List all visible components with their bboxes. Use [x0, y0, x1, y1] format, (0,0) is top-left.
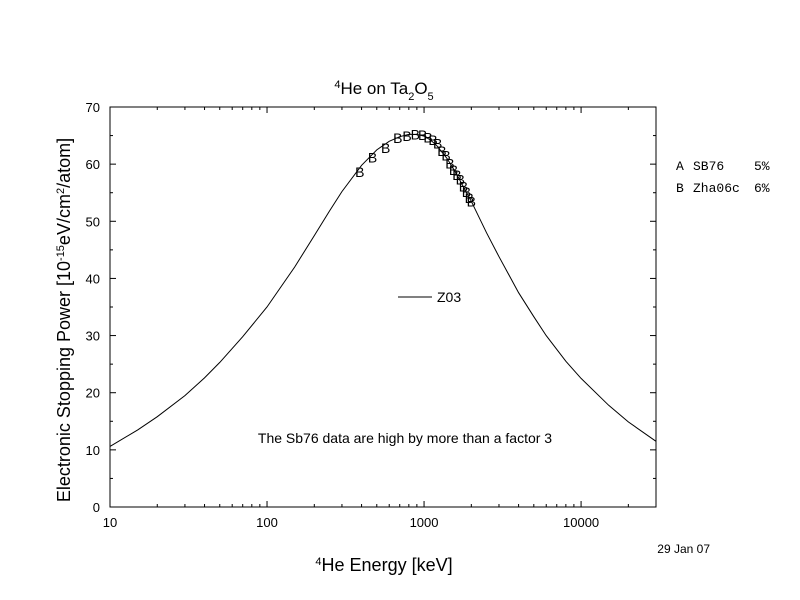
data-point-zha06c: B	[418, 127, 427, 143]
data-point-zha06c: B	[441, 148, 450, 164]
data-point-zha06c: B	[423, 129, 432, 145]
x-axis-title-main: He Energy [keV]	[322, 555, 453, 575]
chart-title: 4He on Ta2O5	[334, 79, 433, 103]
data-point-zha06c: B	[433, 136, 442, 152]
inline-legend-label: Z03	[437, 289, 461, 305]
x-tick-label: 10	[103, 515, 117, 530]
chart-title-main2: O	[414, 79, 427, 98]
x-tick-label: 10000	[563, 515, 599, 530]
side-legend-b-name: Zha06c	[693, 181, 740, 196]
series-line-z03	[109, 133, 657, 447]
y-tick-label: 50	[86, 214, 100, 229]
data-point-zha06c: B	[462, 184, 471, 200]
y-tick-label: 10	[86, 443, 100, 458]
chart-title-sub2: 5	[428, 91, 434, 103]
side-legend-entry-a: A SB76 5%	[676, 159, 770, 174]
chart-title-sub1: 2	[408, 91, 414, 103]
y-axis-title-part2: eV/cm	[54, 194, 74, 245]
data-point-zha06c: B	[428, 132, 437, 148]
data-point-zha06c: B	[393, 130, 402, 146]
x-axis-title-sup: 4	[315, 556, 321, 568]
data-point-zha06c: B	[449, 162, 458, 178]
side-legend-b-unc: 6%	[754, 181, 770, 196]
side-legend-a-name: SB76	[693, 159, 724, 174]
x-tick-label: 1000	[410, 515, 439, 530]
data-point-zha06c: B	[456, 172, 465, 188]
plot-frame	[109, 106, 657, 508]
side-legend-b-marker: B	[676, 181, 684, 196]
y-axis-title-sup1: -15	[55, 245, 67, 261]
data-point-zha06c: B	[465, 190, 474, 206]
date-stamp: 29 Jan 07	[657, 542, 710, 556]
data-point-zha06c: B	[355, 164, 364, 180]
x-tick-label: 100	[256, 515, 278, 530]
data-point-zha06c: B	[467, 193, 476, 209]
side-legend-a-unc: 5%	[754, 159, 770, 174]
data-point-zha06c: B	[459, 178, 468, 194]
y-tick-label: 60	[86, 157, 100, 172]
y-axis-title-part1: Electronic Stopping Power [10	[54, 261, 74, 502]
y-tick-label: 40	[86, 271, 100, 286]
chart-title-main: He on Ta	[340, 79, 408, 98]
side-legend-entry-b: B Zha06c 6%	[676, 181, 770, 196]
data-point-zha06c: B	[452, 167, 461, 183]
y-axis-title: Electronic Stopping Power [10-15eV/cm2/a…	[54, 138, 74, 502]
data-point-zha06c: B	[411, 126, 420, 142]
y-tick-label: 0	[93, 500, 100, 515]
series-z03	[109, 133, 657, 447]
data-point-zha06c: B	[402, 128, 411, 144]
data-point-zha06c: B	[381, 140, 390, 156]
y-tick-label: 30	[86, 329, 100, 344]
y-tick-label: 20	[86, 386, 100, 401]
y-axis-title-sup2: 2	[55, 188, 67, 194]
chart-title-sup: 4	[334, 79, 340, 91]
side-legend-a-marker: A	[676, 159, 684, 174]
axis-ticks	[109, 106, 657, 508]
data-point-zha06c: B	[445, 156, 454, 172]
side-legend: A SB76 5% B Zha06c 6%	[676, 159, 770, 196]
x-axis-title: 4He Energy [keV]	[315, 555, 452, 575]
data-point-zha06c: B	[368, 149, 377, 165]
y-tick-label: 70	[86, 100, 100, 115]
y-axis-title-part3: /atom]	[54, 138, 74, 188]
data-point-zha06c: B	[437, 143, 446, 159]
annotation-text: The Sb76 data are high by more than a fa…	[258, 430, 552, 446]
